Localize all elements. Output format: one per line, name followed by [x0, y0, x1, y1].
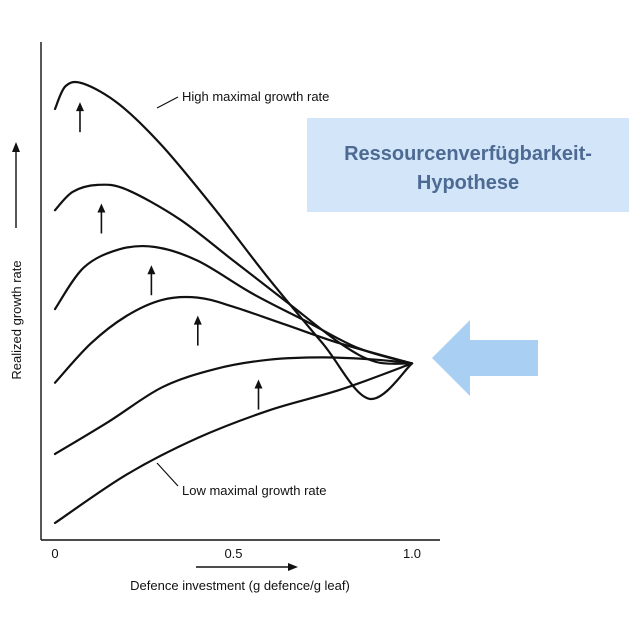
- pointer-arrow-icon: [432, 320, 538, 396]
- x-tick-label: 1.0: [403, 546, 421, 561]
- optimum-arrows: [75, 102, 263, 410]
- optimum-arrow-icon: [75, 102, 84, 133]
- curve-annotation: Low maximal growth rate: [182, 483, 327, 498]
- series-line-3: [53, 244, 414, 365]
- hypothesis-callout: Ressourcenverfügbarkeit- Hypothese: [307, 118, 629, 212]
- callout-line-2: Hypothese: [416, 172, 520, 194]
- x-axis-label: Defence investment (g defence/g leaf): [130, 578, 350, 593]
- y-axis-label: Realized growth rate: [9, 260, 24, 379]
- series-line-4: [53, 295, 414, 384]
- optimum-arrow-icon: [97, 203, 106, 234]
- annotation-leader-line: [156, 96, 179, 109]
- curve-labels: High maximal growth rate Low maximal grow…: [156, 89, 329, 498]
- curves: [53, 80, 414, 525]
- x-tick-label: 0.5: [224, 546, 242, 561]
- x-tick-label: 0: [51, 546, 58, 561]
- series-line-5: [53, 356, 414, 456]
- series-line-6: [53, 362, 414, 525]
- optimum-arrow-icon: [147, 265, 156, 296]
- series-line-2: [53, 183, 414, 365]
- series-line-1: [53, 80, 414, 400]
- curve-annotation: High maximal growth rate: [182, 89, 329, 104]
- y-axis-direction-arrow: [12, 142, 20, 228]
- callout-line-1: Ressourcenverfügbarkeit-: [344, 143, 592, 165]
- annotation-leader-line: [156, 462, 179, 487]
- x-axis-ticks: 0 0.5 1.0: [51, 546, 421, 561]
- x-axis-direction-arrow: [196, 563, 298, 571]
- optimum-arrow-icon: [193, 315, 202, 346]
- optimum-arrow-icon: [254, 379, 263, 410]
